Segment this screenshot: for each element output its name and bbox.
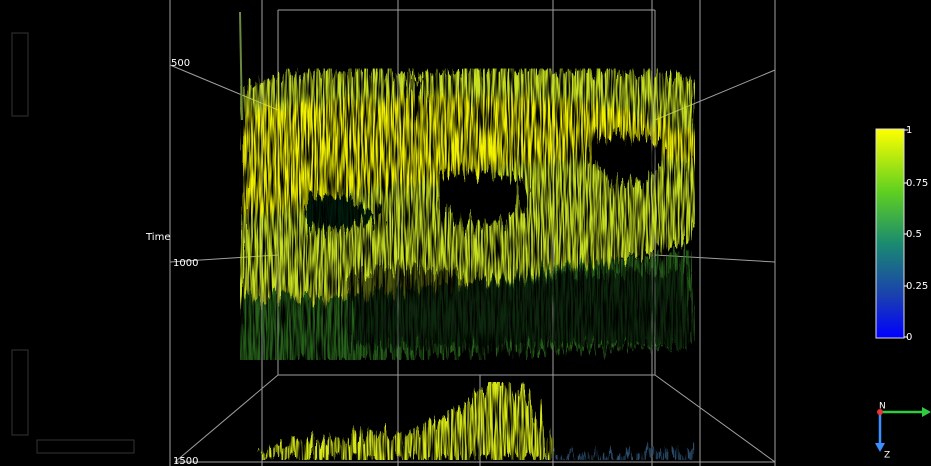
- panel-slot: [11, 349, 29, 436]
- colorbar: [875, 128, 905, 339]
- axis-tick: 500: [171, 58, 190, 69]
- orientation-gizmo: N Z: [875, 402, 931, 461]
- axis-tick: 1500: [173, 456, 198, 466]
- gizmo-label: Z: [884, 451, 890, 461]
- colorbar-label: 0.25: [906, 281, 928, 292]
- axis-tick: 1000: [173, 258, 198, 269]
- volume-render: [239, 11, 695, 360]
- panel-slot: [11, 32, 29, 117]
- colorbar-label: 0.5: [906, 229, 922, 240]
- colorbar-ticks: [904, 129, 908, 338]
- panel-slot: [36, 439, 135, 454]
- colorbar-label: 0: [906, 332, 912, 343]
- colorbar-label: 1: [906, 125, 912, 136]
- gizmo-label: N: [879, 402, 886, 412]
- volume-slice: [255, 382, 695, 460]
- axis-label: Time: [145, 232, 170, 243]
- colorbar-label: 0.75: [906, 178, 928, 189]
